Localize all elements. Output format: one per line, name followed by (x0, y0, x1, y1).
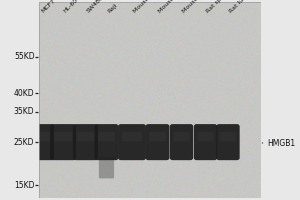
FancyBboxPatch shape (94, 124, 118, 160)
Text: HL-60: HL-60 (63, 0, 80, 14)
FancyBboxPatch shape (76, 132, 94, 142)
Text: 15KD: 15KD (14, 181, 34, 190)
FancyBboxPatch shape (54, 132, 72, 142)
FancyBboxPatch shape (173, 132, 190, 142)
Text: MCF7: MCF7 (40, 0, 56, 14)
FancyBboxPatch shape (31, 132, 50, 142)
FancyBboxPatch shape (118, 124, 146, 160)
FancyBboxPatch shape (149, 132, 166, 142)
Text: SW480: SW480 (85, 0, 104, 14)
Text: Mouse spleen: Mouse spleen (132, 0, 166, 14)
Text: Mouse lung: Mouse lung (158, 0, 187, 14)
Text: 25KD: 25KD (14, 138, 34, 147)
FancyBboxPatch shape (122, 132, 142, 142)
Text: HMGB1: HMGB1 (267, 138, 295, 148)
FancyBboxPatch shape (216, 124, 240, 160)
FancyBboxPatch shape (27, 124, 54, 160)
Text: 55KD: 55KD (14, 52, 34, 61)
FancyBboxPatch shape (98, 132, 115, 142)
Text: Rat lung: Rat lung (228, 0, 250, 14)
FancyBboxPatch shape (73, 124, 98, 160)
Text: Raji: Raji (106, 2, 118, 14)
FancyBboxPatch shape (197, 132, 214, 142)
FancyBboxPatch shape (194, 124, 217, 160)
FancyBboxPatch shape (220, 132, 236, 142)
Text: 35KD: 35KD (14, 107, 34, 116)
FancyBboxPatch shape (146, 124, 170, 160)
Text: Rat spleen: Rat spleen (206, 0, 233, 14)
Text: Mouse kidney: Mouse kidney (182, 0, 216, 14)
FancyBboxPatch shape (50, 124, 76, 160)
FancyBboxPatch shape (170, 124, 193, 160)
Text: 40KD: 40KD (14, 89, 34, 98)
FancyBboxPatch shape (99, 157, 114, 178)
